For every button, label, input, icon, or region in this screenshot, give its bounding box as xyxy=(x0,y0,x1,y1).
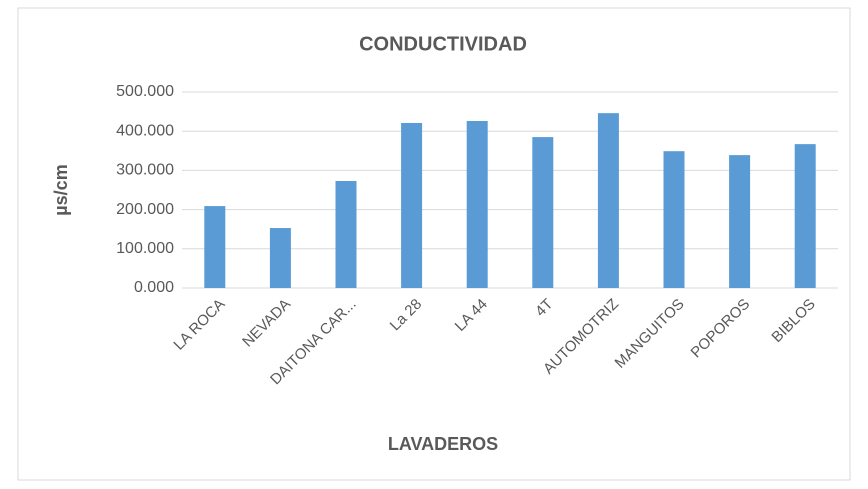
y-tick-label: 300.000 xyxy=(116,162,174,179)
chart-border xyxy=(17,7,851,481)
bar xyxy=(532,137,554,288)
bar xyxy=(466,121,488,289)
bar xyxy=(597,113,619,288)
y-tick-label: 0.000 xyxy=(134,279,174,296)
bar xyxy=(794,144,816,288)
y-tick-label: 500.000 xyxy=(116,83,174,100)
bar xyxy=(204,206,226,288)
x-axis-title: LAVADEROS xyxy=(388,434,498,454)
y-tick-label: 100.000 xyxy=(116,240,174,257)
bar xyxy=(401,122,423,288)
y-tick-label: 200.000 xyxy=(116,201,174,218)
bar xyxy=(269,228,291,288)
y-tick-label: 400.000 xyxy=(116,122,174,139)
bar xyxy=(335,180,357,288)
y-axis-title: µs/cm xyxy=(51,164,71,215)
bar xyxy=(663,151,685,288)
bar xyxy=(729,155,751,288)
chart-title: CONDUCTIVIDAD xyxy=(359,33,527,55)
